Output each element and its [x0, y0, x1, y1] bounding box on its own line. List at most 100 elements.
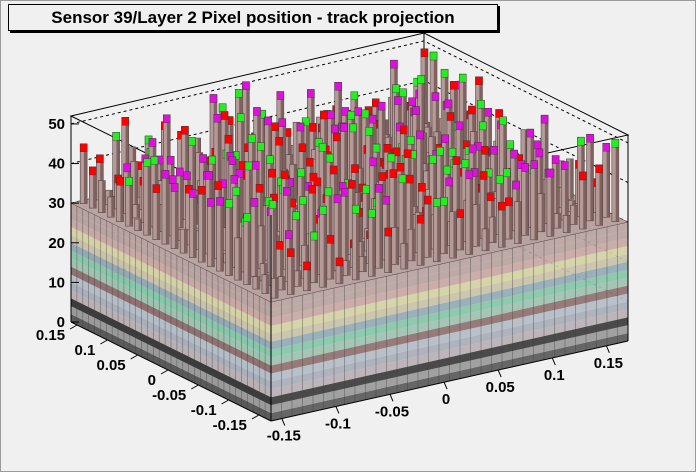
bin-tower-cap: [416, 130, 424, 140]
bin-tower-cap: [255, 184, 264, 193]
bin-tower-shade: [305, 245, 309, 279]
bin-tower-cap: [188, 137, 196, 146]
bin-tower-cap: [506, 140, 514, 149]
bin-tower-shade: [491, 192, 495, 231]
bin-tower-cap: [368, 114, 377, 124]
z-tick-label: 40: [48, 156, 65, 173]
bin-tower-shade: [379, 184, 383, 269]
bin-tower-shade: [306, 117, 310, 174]
bin-tower-shade: [247, 213, 251, 285]
bin-tower-cap: [505, 197, 513, 207]
bin-tower-cap: [405, 174, 414, 184]
bin-tower-cap: [484, 108, 492, 117]
bin-tower-cap: [403, 149, 412, 158]
bin-tower-shade: [483, 171, 488, 239]
bin-tower-cap: [268, 200, 277, 209]
y-tick-label: 0.15: [36, 327, 65, 344]
bin-tower-cap: [319, 205, 327, 215]
bin-tower-shade: [488, 108, 492, 159]
bin-tower-shade: [241, 113, 245, 188]
bin-tower-shade: [138, 219, 142, 231]
bin-tower-cap: [163, 114, 171, 124]
bin-tower-cap: [318, 143, 327, 152]
bin-tower-shade: [376, 144, 380, 197]
z-tick-label: 0: [57, 314, 65, 331]
bin-tower-shade: [223, 179, 227, 238]
bin-tower-cap: [326, 235, 335, 244]
bin-tower-shade: [459, 121, 464, 192]
gridline-z: [70, 40, 629, 144]
y-tick-label: -0.05: [152, 387, 186, 404]
bin-tower-cap: [301, 117, 310, 127]
bin-tower-cap: [365, 127, 373, 136]
bin-tower-cap: [275, 137, 283, 146]
bin-tower-cap: [586, 134, 594, 143]
bin-tower-cap: [417, 75, 425, 84]
bin-tower-cap: [296, 122, 305, 132]
bin-tower-cap: [448, 148, 457, 157]
bin-tower-cap: [207, 198, 215, 207]
bin-tower-shade: [444, 197, 448, 254]
x-tick-label: -0.05: [375, 403, 409, 420]
bin-tower-shade: [356, 205, 360, 280]
bin-tower-shade: [590, 134, 594, 221]
bin-tower-shade: [312, 185, 316, 271]
bin-tower-shade: [539, 148, 543, 220]
bin-tower-cap: [512, 180, 520, 190]
bin-tower-cap: [396, 163, 405, 172]
bin-tower-cap: [116, 177, 124, 186]
bin-tower-cap: [383, 144, 392, 153]
bin-tower-shade: [469, 170, 473, 255]
bin-tower-shade: [583, 172, 587, 229]
bin-tower-shade: [344, 123, 348, 205]
bin-tower-shade: [565, 161, 569, 220]
bin-tower-shade: [476, 204, 480, 247]
bin-tower-cap: [327, 110, 335, 120]
bin-tower-shade: [474, 168, 478, 234]
bin-tower-shade: [433, 52, 438, 132]
bin-tower-shade: [93, 166, 97, 209]
bin-tower-cap: [412, 106, 420, 115]
bin-tower-shade: [287, 128, 291, 165]
bin-tower-shade: [409, 175, 414, 249]
bin-tower-cap: [429, 51, 438, 61]
bin-tower-cap: [232, 187, 240, 196]
bin-tower-cap: [459, 73, 467, 83]
bin-tower-cap: [287, 248, 295, 257]
y-tick-label: -0.1: [191, 402, 217, 419]
bin-tower-shade: [311, 89, 315, 153]
bin-tower-shade: [180, 168, 184, 228]
z-tick-label: 20: [48, 235, 65, 252]
bin-tower-cap: [237, 113, 245, 122]
bin-tower-shade: [328, 187, 332, 267]
bin-tower-cap: [340, 188, 349, 197]
bin-tower-cap: [248, 134, 256, 143]
bin-tower-shade: [330, 235, 334, 280]
bin-tower-cap: [418, 183, 426, 192]
bin-tower-cap: [382, 196, 390, 205]
bin-tower-cap: [220, 111, 229, 120]
bin-tower-cap: [477, 100, 485, 109]
bin-tower-cap: [595, 164, 603, 174]
bin-tower-cap: [257, 142, 265, 151]
bin-tower-cap: [152, 184, 161, 193]
y-tick-label: 0: [148, 372, 156, 389]
bin-tower-shade: [544, 115, 549, 199]
x-tick: [389, 394, 394, 402]
bin-tower-cap: [185, 185, 193, 194]
bin-tower-cap: [503, 168, 511, 178]
bin-tower-shade: [424, 48, 428, 128]
bin-tower-shade: [456, 156, 460, 225]
bin-tower-shade: [206, 156, 210, 183]
bin-tower-shade: [323, 206, 327, 288]
bin-tower-cap: [398, 174, 407, 184]
bin-tower-shade: [174, 183, 179, 249]
bin-tower-cap: [390, 59, 398, 69]
bin-tower-cap: [431, 92, 440, 101]
bin-tower-cap: [389, 169, 398, 178]
bin-tower-shade: [373, 157, 377, 231]
bin-tower-cap: [209, 94, 218, 103]
bin-tower-shade: [261, 142, 265, 210]
bin-tower-shade: [570, 158, 574, 200]
